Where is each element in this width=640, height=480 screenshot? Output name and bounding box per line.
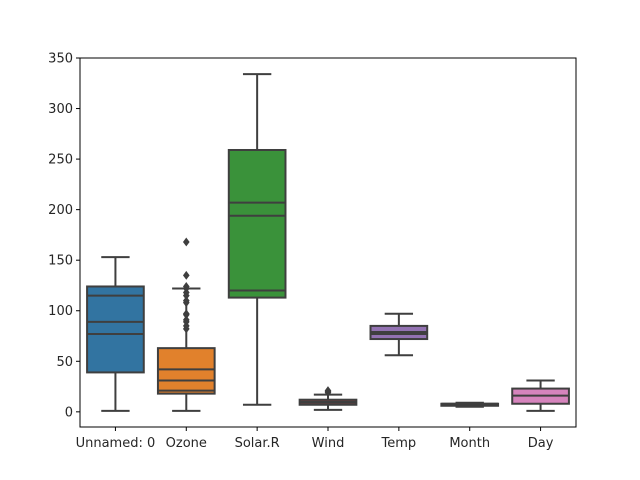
outlier-point <box>324 386 332 396</box>
x-tick-label: Wind <box>312 436 345 451</box>
outlier-point <box>182 270 190 280</box>
y-tick-label: 300 <box>48 102 73 117</box>
box-solar-r <box>227 73 287 406</box>
box-wind <box>298 386 358 411</box>
y-tick-label: 150 <box>48 254 73 269</box>
y-axis: 0 50 100 150 200 250 300 350 <box>48 52 80 420</box>
y-tick-label: 250 <box>48 153 73 168</box>
box-unnamed-0 <box>86 256 145 412</box>
outlier-point <box>182 315 190 325</box>
box-body <box>227 148 287 299</box>
plot-frame <box>79 57 577 428</box>
y-tick-label: 100 <box>48 304 73 319</box>
outlier-point <box>182 282 190 291</box>
outlier-point <box>182 309 190 319</box>
outlier-point <box>182 296 190 306</box>
box-body <box>86 285 145 374</box>
x-axis: Unnamed: 0 Ozone Solar.R Wind Temp Month Day <box>76 427 554 451</box>
box-ozone <box>156 237 216 412</box>
x-tick-label: Temp <box>381 436 417 451</box>
x-tick-label: Day <box>528 436 554 451</box>
y-tick-label: 350 <box>48 52 73 67</box>
x-tick-label: Ozone <box>166 436 207 451</box>
x-tick-label: Month <box>449 436 490 451</box>
y-tick-label: 50 <box>56 355 73 370</box>
x-tick-label: Solar.R <box>235 436 280 451</box>
x-tick-label: Unnamed: 0 <box>76 436 156 451</box>
box-body <box>156 347 216 395</box>
box-temp <box>369 312 429 357</box>
box-month <box>440 401 500 408</box>
outlier-point <box>182 237 190 247</box>
y-tick-label: 200 <box>48 203 73 218</box>
box-day <box>511 379 570 412</box>
plot-area <box>86 73 570 412</box>
y-tick-label: 0 <box>65 405 73 420</box>
